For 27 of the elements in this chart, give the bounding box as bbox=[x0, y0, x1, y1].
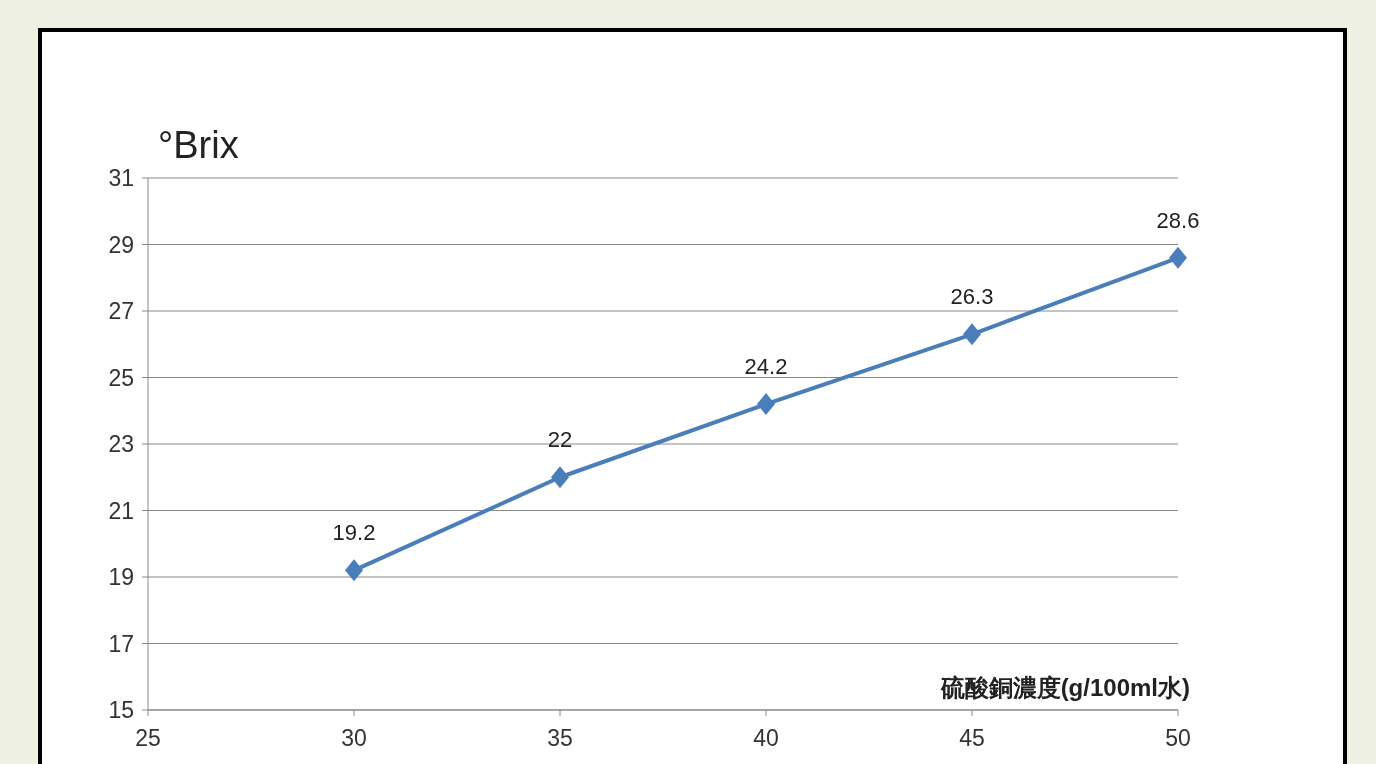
point bbox=[345, 559, 363, 582]
data-label: 26.3 bbox=[950, 284, 994, 310]
data-label: 19.2 bbox=[332, 520, 376, 546]
y-tick-label: 15 bbox=[108, 697, 134, 723]
y-tick-label: 29 bbox=[108, 231, 134, 258]
y-tick-label: 27 bbox=[108, 298, 134, 324]
point bbox=[757, 393, 775, 416]
point bbox=[1169, 246, 1187, 269]
x-axis-title: 硫酸銅濃度(g/100ml水) bbox=[939, 674, 1190, 701]
y-tick-label: 19 bbox=[108, 564, 134, 590]
x-tick-label: 40 bbox=[753, 725, 779, 751]
x-tick-label: 50 bbox=[1165, 725, 1191, 751]
data-label: 22 bbox=[547, 427, 573, 453]
y-tick-label: 25 bbox=[108, 364, 134, 391]
point bbox=[963, 323, 981, 346]
y-axis-title: °Brix bbox=[158, 124, 239, 166]
y-tick-label: 23 bbox=[108, 431, 134, 457]
x-tick-label: 35 bbox=[547, 725, 573, 751]
point bbox=[551, 466, 569, 489]
y-tick-label: 31 bbox=[108, 165, 134, 191]
y-tick-label: 17 bbox=[108, 630, 134, 657]
x-tick-label: 30 bbox=[341, 725, 367, 751]
x-tick-label: 25 bbox=[135, 725, 161, 751]
x-tick-label: 45 bbox=[959, 725, 985, 751]
y-tick-label: 21 bbox=[108, 497, 134, 524]
data-label: 24.2 bbox=[744, 354, 788, 380]
data-label: 28.6 bbox=[1156, 207, 1200, 233]
